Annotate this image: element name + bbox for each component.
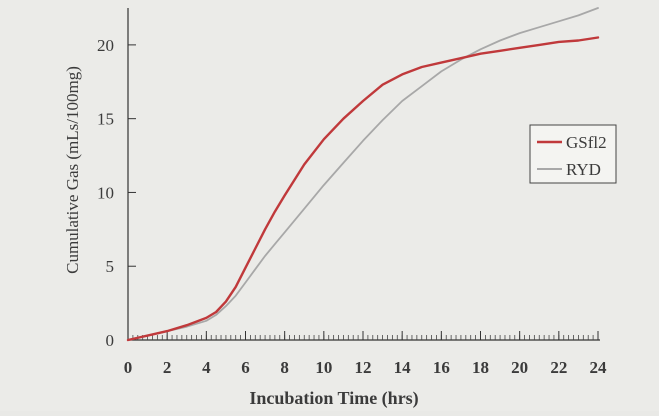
legend: GSfl2 RYD (529, 124, 617, 184)
x-tick-label: 14 (394, 358, 412, 377)
y-tick-label: 15 (97, 110, 114, 129)
x-tick-label: 12 (355, 358, 372, 377)
x-tick-label: 6 (241, 358, 250, 377)
x-tick-label: 22 (550, 358, 567, 377)
y-tick-label: 0 (106, 331, 115, 350)
series-line-ryd (127, 7, 599, 341)
legend-box (529, 124, 617, 184)
legend-label-ryd: RYD (566, 160, 601, 179)
y-tick-label: 10 (97, 183, 114, 202)
x-tick-label: 4 (202, 358, 211, 377)
y-tick-label: 20 (97, 36, 114, 55)
x-tick-label: 2 (163, 358, 172, 377)
x-tick-label: 8 (280, 358, 289, 377)
x-tick-label: 20 (511, 358, 528, 377)
x-tick-label: 18 (472, 358, 489, 377)
x-tick-label: 10 (315, 358, 332, 377)
y-tick-label: 5 (106, 257, 115, 276)
x-tick-label: 0 (124, 358, 133, 377)
y-axis-label: Cumulative Gas (mLs/100mg) (63, 66, 82, 274)
x-tick-label: 16 (433, 358, 450, 377)
series-lines-group (126, 7, 600, 342)
legend-label-gsfl2: GSfl2 (566, 133, 607, 152)
x-axis-label: Incubation Time (hrs) (249, 388, 418, 409)
series-line-gsfl2 (126, 36, 600, 342)
x-tick-label: 24 (590, 358, 608, 377)
